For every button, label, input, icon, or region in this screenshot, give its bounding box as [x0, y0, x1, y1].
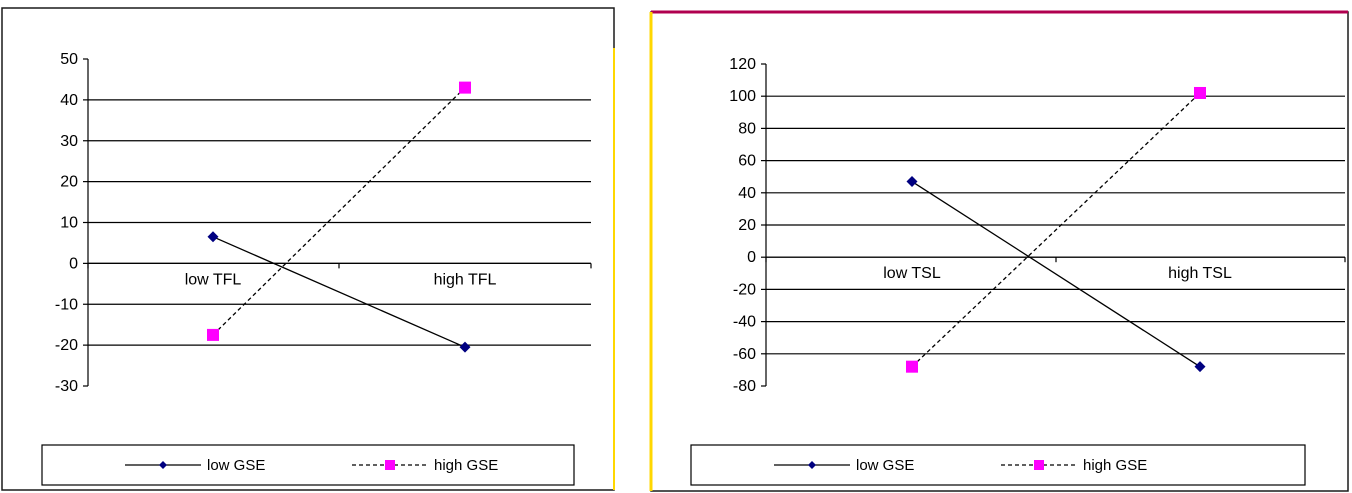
y-tick-label: 120	[729, 56, 756, 73]
legend-box	[41, 444, 575, 486]
category-label: low TFL	[185, 271, 242, 288]
y-tick-label: 100	[729, 88, 756, 105]
legend-label: high GSE	[1083, 457, 1147, 474]
y-tick-label: 10	[60, 215, 78, 232]
y-tick-label: -60	[733, 346, 756, 363]
series-line	[911, 180, 1201, 368]
chart-frame	[1, 7, 615, 491]
chart-1: 50 40 30 20 10 0 -10 -20 -30 low TFL high TFL low G…	[1, 7, 615, 491]
series-line	[911, 92, 1201, 368]
legend-label: low GSE	[207, 457, 265, 474]
legend-marker-square	[385, 460, 395, 470]
y-tick-label: -80	[733, 378, 756, 395]
data-point-diamond	[1194, 361, 1206, 373]
y-tick-label: -10	[55, 296, 78, 313]
data-point-diamond	[906, 176, 918, 188]
y-tick-label: 30	[60, 133, 78, 150]
legend-marker-square	[1034, 460, 1044, 470]
y-tick-label: 60	[738, 153, 756, 170]
data-point-diamond	[459, 341, 471, 353]
y-tick-label: 20	[738, 217, 756, 234]
y-tick-label: 40	[60, 92, 78, 109]
y-tick-label: 0	[69, 255, 78, 272]
category-label: high TSL	[1168, 265, 1232, 282]
legend-marker-diamond	[808, 461, 816, 469]
legend-label: high GSE	[434, 457, 498, 474]
data-point-square	[1194, 86, 1206, 99]
data-point-square	[459, 81, 471, 94]
data-point-square	[906, 360, 918, 373]
series-line	[212, 236, 466, 348]
category-label: low TSL	[883, 265, 941, 282]
legend-marker-diamond	[159, 461, 167, 469]
series-line	[212, 87, 466, 336]
y-tick-label: 80	[738, 120, 756, 137]
y-tick-label: -40	[733, 314, 756, 331]
category-label: high TFL	[434, 271, 497, 288]
chart-2: 120 100 80 60 40 20 0 -20 -40 -60 -80 low TSL high T…	[649, 10, 1349, 492]
y-tick-label: 0	[747, 249, 756, 266]
y-tick-label: 50	[60, 51, 78, 68]
y-tick-label: 40	[738, 185, 756, 202]
y-tick-label: -20	[55, 337, 78, 354]
data-point-diamond	[207, 231, 219, 243]
y-tick-label: -20	[733, 281, 756, 298]
y-tick-label: 20	[60, 174, 78, 191]
data-point-square	[207, 328, 219, 341]
legend-label: low GSE	[856, 457, 914, 474]
y-tick-label: -30	[55, 378, 78, 395]
